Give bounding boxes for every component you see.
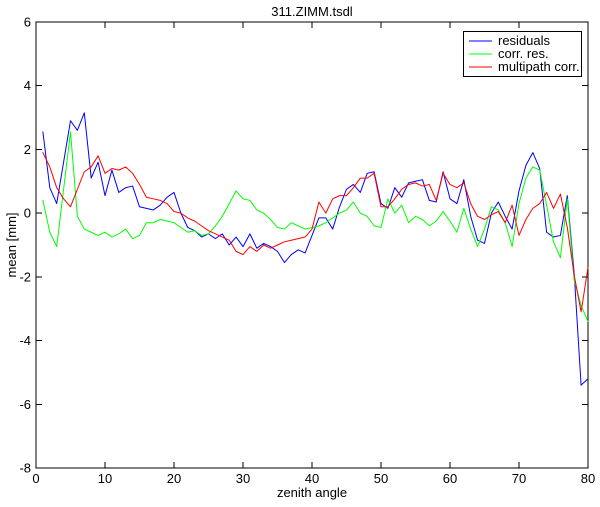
x-tick-label: 0 bbox=[32, 471, 39, 486]
x-tick-label: 10 bbox=[98, 471, 112, 486]
series-line-0 bbox=[42, 112, 589, 386]
x-tick-label: 40 bbox=[305, 471, 319, 486]
y-axis-label: mean [mm] bbox=[4, 212, 19, 277]
legend-label-multipath-corr: multipath corr. bbox=[498, 59, 580, 74]
x-tick-label: 50 bbox=[374, 471, 388, 486]
axes bbox=[35, 21, 589, 469]
x-tick-label: 60 bbox=[443, 471, 457, 486]
legend-label-corr-res: corr. res. bbox=[498, 46, 549, 61]
x-tick-label: 70 bbox=[512, 471, 526, 486]
series-line-1 bbox=[42, 131, 589, 322]
plot-title: 311.ZIMM.tsdl bbox=[271, 4, 353, 19]
y-tick-label: -2 bbox=[19, 269, 31, 284]
y-tick-label: -4 bbox=[19, 333, 31, 348]
x-tick-label: 30 bbox=[236, 471, 250, 486]
x-tick-label: 20 bbox=[167, 471, 181, 486]
y-tick-label: 0 bbox=[24, 206, 31, 221]
data-series bbox=[42, 112, 589, 386]
legend: residuals corr. res. multipath corr. bbox=[463, 31, 582, 77]
y-tick-label: -6 bbox=[19, 397, 31, 412]
x-axis-label: zenith angle bbox=[277, 485, 347, 500]
y-tick-label: 4 bbox=[24, 78, 31, 93]
legend-box bbox=[463, 31, 582, 77]
x-tick-label: 80 bbox=[581, 471, 595, 486]
plot-box bbox=[35, 21, 589, 469]
y-tick-label: 2 bbox=[24, 142, 31, 157]
y-tick-label: 6 bbox=[24, 15, 31, 30]
legend-label-residuals: residuals bbox=[498, 33, 551, 48]
y-tick-label: -8 bbox=[19, 461, 31, 476]
series-line-2 bbox=[42, 152, 589, 313]
